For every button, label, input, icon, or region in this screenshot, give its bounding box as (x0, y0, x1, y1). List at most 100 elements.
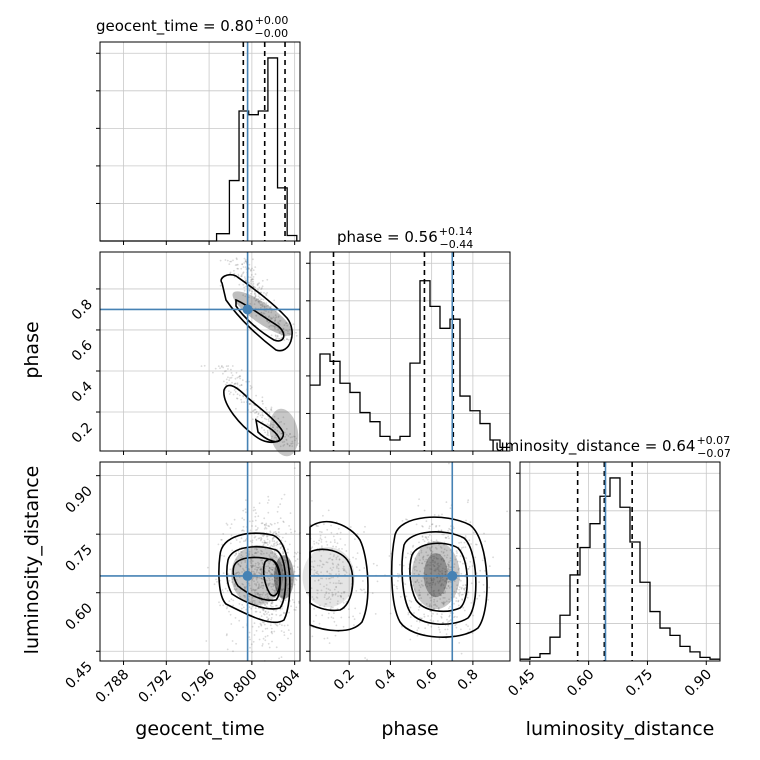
scatter-point (432, 559, 434, 562)
scatter-point (254, 589, 257, 591)
scatter-point (255, 314, 258, 317)
scatter-point (438, 592, 441, 595)
scatter-point (343, 592, 345, 594)
scatter-point (342, 561, 344, 563)
scatter-point (279, 517, 282, 520)
scatter-point (329, 589, 332, 592)
truth-marker (242, 304, 253, 315)
scatter-point (449, 619, 452, 622)
scatter-point (221, 543, 224, 546)
scatter-point (254, 564, 257, 567)
scatter-point (261, 562, 264, 564)
scatter-point (434, 603, 436, 606)
scatter-point (229, 527, 232, 529)
scatter-point (289, 512, 292, 514)
scatter-point (233, 383, 236, 385)
scatter-point (276, 429, 279, 432)
scatter-point (203, 364, 206, 367)
scatter-point (432, 604, 435, 606)
scatter-point (267, 534, 269, 537)
scatter-point (262, 298, 265, 301)
scatter-point (266, 634, 269, 637)
scatter-point (242, 567, 244, 570)
scatter-point (273, 531, 275, 534)
scatter-point (241, 263, 244, 266)
scatter-point (376, 564, 378, 567)
scatter-point (276, 554, 278, 557)
scatter-point (419, 570, 421, 573)
panel-geocent_time-vs-phase (100, 252, 301, 457)
scatter-point (455, 626, 458, 629)
scatter-point (271, 324, 273, 327)
scatter-point (319, 534, 322, 537)
scatter-point (245, 260, 247, 263)
axes-frame-phase (309, 251, 511, 452)
scatter-point (443, 560, 446, 562)
scatter-point (310, 587, 313, 590)
scatter-point (284, 561, 287, 564)
scatter-point (274, 552, 276, 554)
scatter-point (252, 560, 254, 562)
scatter-point (260, 615, 263, 617)
scatter-point (280, 432, 282, 435)
scatter-point (456, 571, 459, 574)
scatter-point (258, 537, 261, 540)
scatter-point (318, 550, 321, 552)
scatter-point (258, 584, 260, 587)
scatter-point (243, 286, 246, 289)
scatter-point (426, 580, 428, 583)
scatter-point (433, 589, 436, 592)
scatter-point (259, 601, 262, 604)
scatter-point (273, 415, 276, 418)
scatter-point (219, 367, 221, 369)
scatter-point (233, 518, 236, 521)
scatter-point (236, 267, 239, 270)
scatter-point (248, 263, 251, 266)
scatter-point (435, 548, 438, 550)
scatter-point (272, 566, 275, 569)
scatter-point (417, 504, 420, 507)
scatter-point (287, 435, 290, 437)
scatter-point (354, 607, 357, 610)
scatter-point (449, 569, 452, 571)
scatter-point (455, 550, 458, 552)
scatter-point (281, 570, 284, 572)
scatter-point (415, 559, 417, 561)
scatter-point (276, 543, 279, 546)
scatter-point (358, 569, 361, 572)
scatter-point (429, 597, 432, 599)
scatter-point (293, 565, 295, 567)
scatter-point (226, 633, 228, 635)
scatter-point (243, 289, 246, 292)
scatter-point (434, 604, 437, 607)
scatter-point (278, 598, 280, 601)
scatter-point (263, 527, 266, 530)
scatter-point (420, 597, 423, 599)
scatter-point (417, 581, 420, 584)
scatter-point (267, 597, 270, 599)
scatter-point (447, 563, 449, 565)
scatter-point (312, 620, 315, 623)
scatter-point (430, 579, 433, 582)
scatter-point (278, 323, 281, 326)
scatter-point (253, 303, 256, 305)
scatter-point (262, 584, 265, 587)
scatter-point (260, 537, 263, 540)
scatter-point (263, 312, 266, 315)
scatter-point (240, 537, 243, 540)
scatter-point (267, 499, 270, 501)
scatter-point (333, 620, 336, 623)
scatter-point (406, 518, 408, 521)
scatter-point (254, 266, 257, 268)
scatter-point (398, 563, 401, 566)
scatter-point (252, 400, 255, 402)
scatter-point (249, 302, 252, 305)
scatter-point (328, 596, 331, 598)
scatter-point (425, 537, 428, 540)
scatter-point (332, 545, 334, 548)
scatter-point (414, 590, 417, 592)
scatter-point (438, 570, 440, 572)
scatter-point (429, 619, 432, 622)
scatter-point (469, 521, 472, 524)
scatter-point (269, 567, 271, 569)
